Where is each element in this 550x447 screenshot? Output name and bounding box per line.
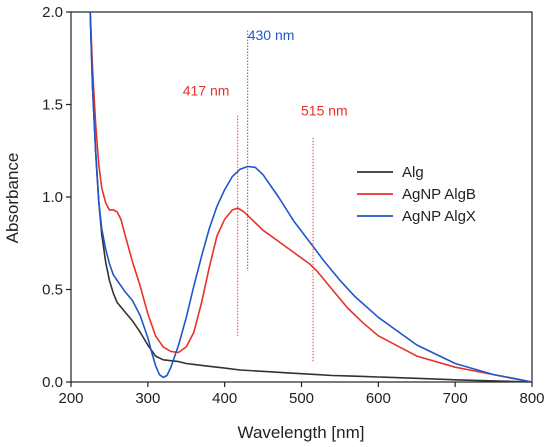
- y-axis-ticks: 0.0 0.5 1.0 1.5 2.0: [42, 4, 71, 391]
- y-tick-label: 2.0: [42, 4, 63, 21]
- x-tick-label: 400: [212, 390, 237, 407]
- series-line-alg: [89, 11, 533, 383]
- y-axis-label: Absorbance: [3, 153, 22, 244]
- x-tick-label: 300: [135, 390, 160, 407]
- series-layer: [89, 11, 533, 383]
- peak-label: 515 nm: [301, 103, 348, 119]
- annotation-layer: 417 nm 430 nm 515 nm: [183, 27, 348, 362]
- legend: Alg AgNP AlgB AgNP AlgX: [357, 164, 476, 225]
- y-tick-label: 1.5: [42, 97, 63, 114]
- y-tick-label: 1.0: [42, 189, 63, 206]
- series-line-agnp-algb: [89, 11, 533, 383]
- x-axis-ticks: 200 300 400 500 600 700 800: [58, 382, 545, 407]
- x-tick-label: 800: [519, 390, 544, 407]
- x-tick-label: 200: [58, 390, 83, 407]
- legend-label: AgNP AlgB: [402, 186, 476, 203]
- legend-label: Alg: [402, 164, 424, 181]
- legend-label: AgNP AlgX: [402, 208, 476, 225]
- x-tick-label: 500: [289, 390, 314, 407]
- x-tick-label: 600: [366, 390, 391, 407]
- y-tick-label: 0.5: [42, 282, 63, 299]
- peak-label: 430 nm: [248, 27, 295, 43]
- y-tick-label: 0.0: [42, 374, 63, 391]
- x-axis-label: Wavelength [nm]: [238, 423, 365, 442]
- peak-label: 417 nm: [183, 82, 230, 98]
- series-line-agnp-algx: [89, 11, 533, 383]
- x-tick-label: 700: [443, 390, 468, 407]
